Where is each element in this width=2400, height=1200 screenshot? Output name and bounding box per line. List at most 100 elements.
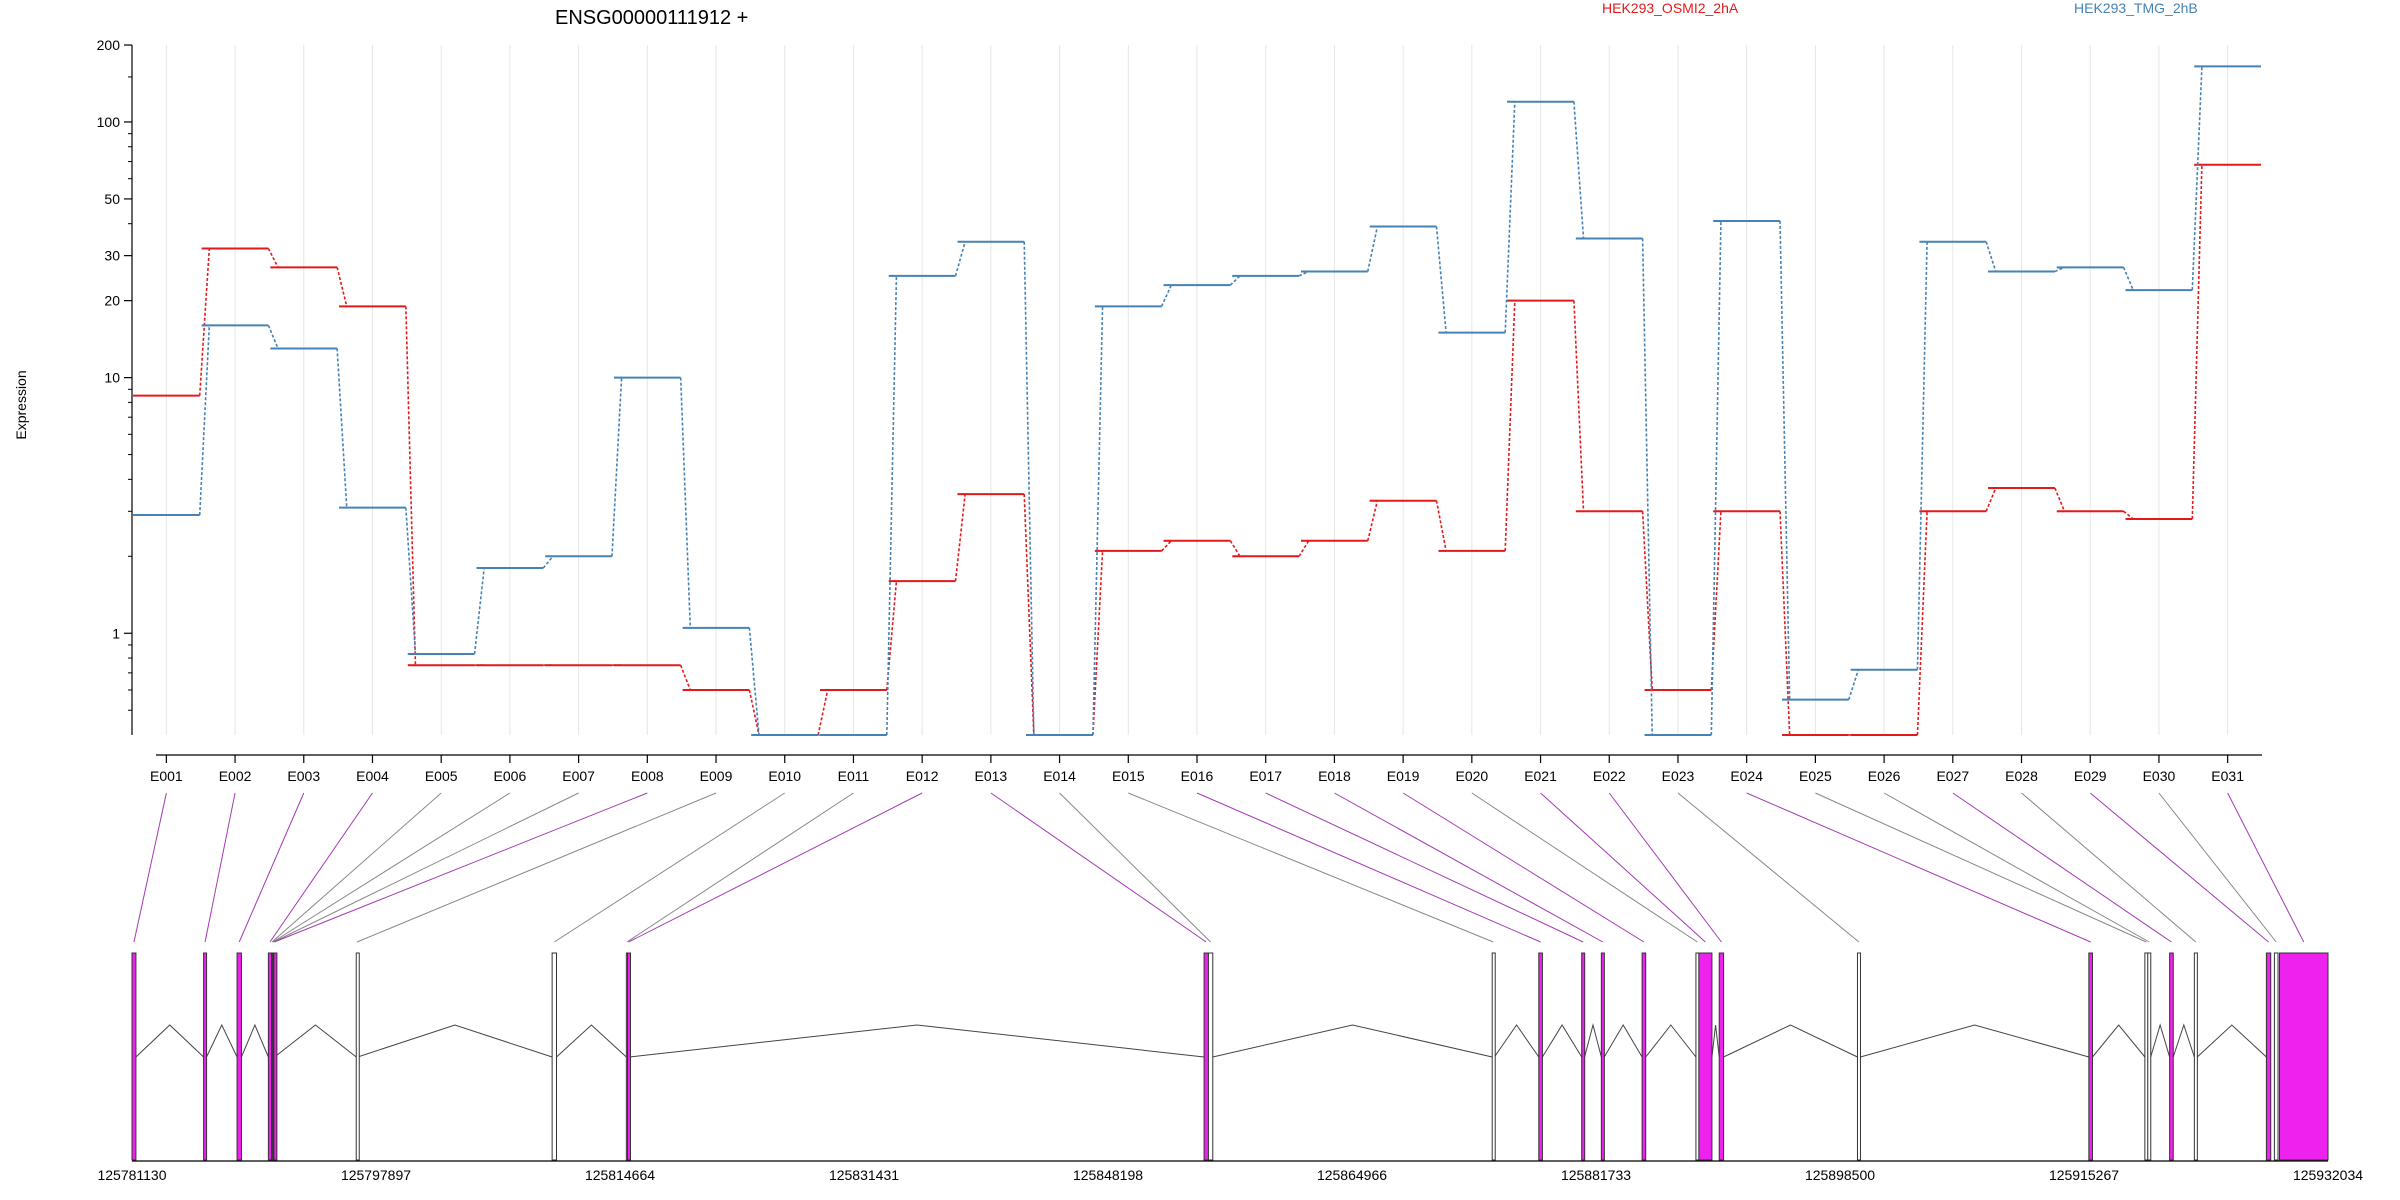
exon-connectors: [133, 792, 2305, 943]
x-tick-label: E001: [150, 768, 183, 784]
vertical-grid: [165, 45, 2229, 735]
exon-connector: [271, 792, 442, 943]
exon-connector: [626, 792, 854, 943]
data-connector: [1366, 226, 1379, 272]
data-connector: [1847, 669, 1860, 700]
exon-box: [1491, 952, 1496, 1161]
data-connector: [1779, 511, 1791, 736]
intron: [1584, 1023, 1602, 1058]
intron: [1541, 1024, 1583, 1058]
genome-tick-label: 125864966: [1317, 1167, 1387, 1183]
y-tick-label: 20: [104, 293, 120, 309]
exon-connector: [1334, 792, 1604, 943]
data-connector: [1298, 540, 1310, 557]
genome-tick-label: 125932034: [2293, 1167, 2363, 1183]
data-connector: [473, 567, 485, 655]
y-tick-label: 30: [104, 248, 120, 264]
x-tick-label: E009: [700, 768, 733, 784]
data-connector: [1504, 101, 1516, 333]
exon-box: [1538, 952, 1543, 1161]
data-connector: [267, 325, 279, 349]
x-tick-label: E014: [1043, 768, 1076, 784]
exon-connector: [990, 792, 1207, 943]
series-tmg: [133, 65, 2261, 736]
data-connector: [2123, 510, 2134, 520]
exon-box: [1698, 952, 1713, 1161]
exon-connector: [1471, 792, 1698, 943]
data-connector: [1023, 241, 1035, 736]
data-connector: [198, 248, 211, 396]
exon-box: [2088, 952, 2093, 1161]
axes: 1 10 20 30 50 100 200 E001 E002 E003 E004 E005 E006 E…: [97, 37, 2262, 784]
exon-connector: [272, 792, 511, 943]
exon-connector: [1128, 792, 1494, 943]
data-connector: [1504, 300, 1516, 551]
data-connector: [886, 581, 898, 691]
y-tick-label: 100: [97, 114, 121, 130]
intron: [240, 1023, 269, 1058]
x-tick-label: E017: [1249, 768, 1282, 784]
x-tick-label: E022: [1593, 768, 1626, 784]
data-connector: [886, 275, 898, 736]
exon-connector: [269, 792, 373, 943]
data-connector: [1229, 540, 1241, 557]
x-tick-label: E003: [287, 768, 320, 784]
data-connector: [1435, 500, 1447, 552]
x-tick-label: E023: [1662, 768, 1695, 784]
data-connector: [1916, 511, 1928, 736]
exon-connector: [1196, 792, 1541, 943]
data-connector: [1023, 494, 1035, 736]
y-tick-label: 1: [112, 625, 120, 641]
exon-box: [1581, 952, 1586, 1161]
x-tick-label: E018: [1318, 768, 1351, 784]
genome-tick-label: 125797897: [341, 1167, 411, 1183]
exon-connector: [1883, 792, 2150, 943]
chart-title: ENSG00000111912 +: [555, 7, 748, 29]
intron: [274, 1024, 357, 1058]
exon-box: [2278, 952, 2329, 1161]
intron: [1711, 1024, 1720, 1058]
data-connector: [954, 494, 966, 582]
y-tick-label: 200: [97, 37, 121, 53]
intron: [1860, 1024, 2089, 1058]
data-connector: [748, 689, 760, 736]
series-osmi2: [133, 163, 2261, 736]
exon-connector: [204, 792, 236, 943]
exon-connector: [628, 792, 923, 943]
exon-connector: [2158, 792, 2277, 943]
exon-connector: [1402, 792, 1645, 943]
intron: [1723, 1024, 1858, 1058]
data-connector: [1092, 550, 1104, 736]
data-connector: [1573, 300, 1585, 512]
x-tick-label: E002: [219, 768, 252, 784]
x-tick-label: E012: [906, 768, 939, 784]
x-tick-label: E004: [356, 768, 389, 784]
intron: [206, 1023, 238, 1058]
data-connector: [2054, 487, 2066, 512]
x-tick-label: E025: [1799, 768, 1832, 784]
legend-entry-osmi2: HEK293_OSMI2_2hA: [1602, 0, 1739, 16]
exon-box: [2265, 952, 2272, 1161]
data-connector: [336, 348, 348, 508]
x-tick-label: E005: [425, 768, 458, 784]
exon-connector: [1265, 792, 1584, 943]
x-tick-label: E015: [1112, 768, 1145, 784]
x-tick-label: E031: [2211, 768, 2244, 784]
data-connector: [2191, 164, 2203, 519]
x-tick-label: E027: [1936, 768, 1969, 784]
exon-box: [1207, 952, 1214, 1161]
exon-connector: [1677, 792, 1860, 943]
y-axis-label: Expression: [13, 370, 29, 439]
exon-box: [1600, 952, 1605, 1161]
exon-box: [1856, 952, 1861, 1161]
data-connector: [2122, 267, 2134, 291]
genome-tick-label: 125831431: [829, 1167, 899, 1183]
exon-connector: [2021, 792, 2197, 943]
exon-connector: [1608, 792, 1722, 943]
data-connector: [405, 306, 417, 666]
intron: [135, 1024, 204, 1058]
genome-tick-label: 125915267: [2049, 1167, 2119, 1183]
y-tick-label: 10: [104, 370, 120, 386]
genome-tick-label: 125898500: [1805, 1167, 1875, 1183]
